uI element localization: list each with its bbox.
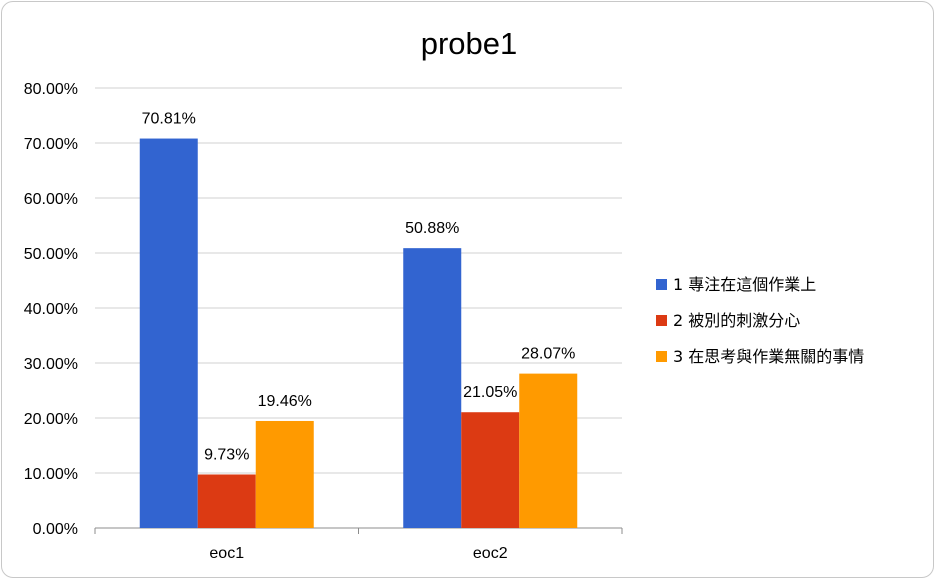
- y-tick-label: 40.00%: [24, 301, 78, 318]
- y-tick-label: 80.00%: [24, 81, 78, 98]
- y-axis: 0.00% 10.00% 20.00% 30.00% 40.00% 50.00% 60.00…: [24, 81, 78, 538]
- y-tick-label: 10.00%: [24, 466, 78, 483]
- legend-swatch: [656, 351, 667, 362]
- data-label: 21.05%: [463, 384, 517, 401]
- bars: [139, 138, 578, 529]
- y-tick-label: 20.00%: [24, 411, 78, 428]
- legend-swatch: [656, 315, 667, 326]
- data-label: 19.46%: [258, 393, 312, 410]
- y-tick-label: 30.00%: [24, 356, 78, 373]
- y-tick-label: 70.00%: [24, 136, 78, 153]
- legend-label: 2 被別的刺激分心: [673, 311, 800, 330]
- y-tick-label: 60.00%: [24, 191, 78, 208]
- legend: 1 專注在這個作業上 2 被別的刺激分心 3 在思考與作業無關的事情: [656, 275, 864, 366]
- legend-label: 3 在思考與作業無關的事情: [673, 347, 864, 366]
- x-axis: eoc1 eoc2: [94, 528, 623, 562]
- bar: [461, 412, 520, 528]
- bar: [519, 373, 578, 528]
- bar: [255, 420, 314, 528]
- legend-label: 1 專注在這個作業上: [673, 275, 816, 294]
- data-labels: 70.81% 9.73% 19.46% 50.88% 21.05% 28.07%: [142, 111, 576, 464]
- bar: [197, 474, 256, 528]
- x-tick-label: eoc2: [473, 545, 508, 562]
- legend-swatch: [656, 279, 667, 290]
- data-label: 50.88%: [405, 220, 459, 237]
- data-label: 70.81%: [142, 111, 196, 128]
- data-label: 28.07%: [521, 346, 575, 363]
- y-tick-label: 50.00%: [24, 246, 78, 263]
- bar: [403, 248, 462, 528]
- chart-title: probe1: [421, 26, 518, 61]
- data-label: 9.73%: [204, 446, 249, 463]
- y-tick-label: 0.00%: [33, 521, 78, 538]
- x-tick-label: eoc1: [209, 545, 244, 562]
- bar: [139, 138, 198, 529]
